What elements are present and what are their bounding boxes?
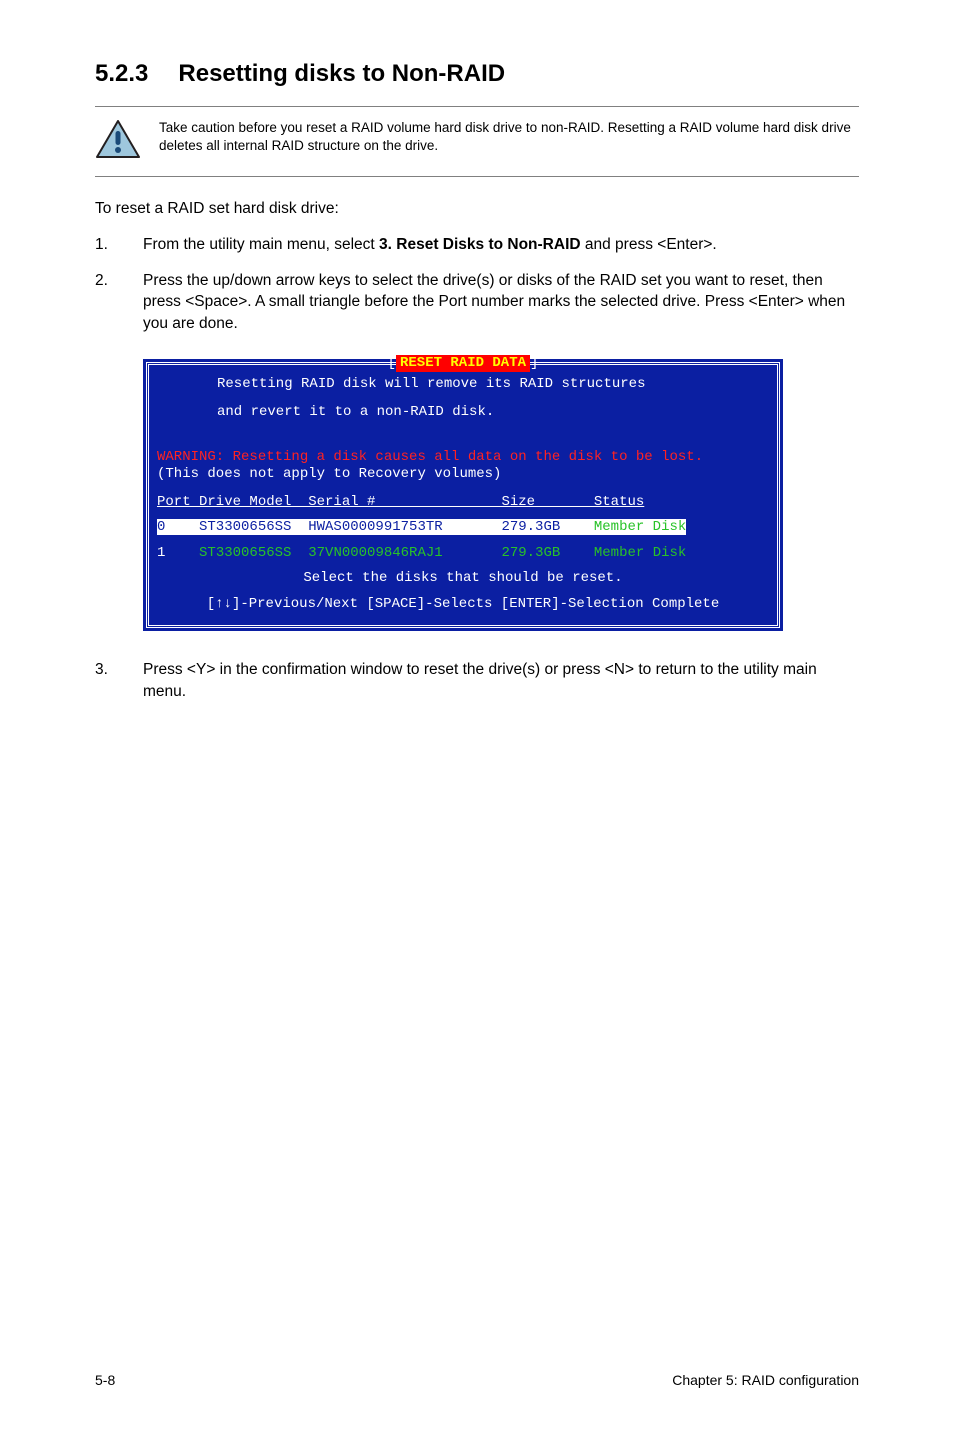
step-2: Press the up/down arrow keys to select t… — [95, 270, 859, 335]
heading-number: 5.2.3 — [95, 60, 148, 88]
terminal-msg2: and revert it to a non-RAID disk. — [217, 404, 769, 422]
caution-text: Take caution before you reset a RAID vol… — [159, 119, 859, 155]
terminal-select-msg: Select the disks that should be reset. — [157, 570, 769, 588]
terminal-screenshot: [ RESET RAID DATA ] Resetting RAID disk … — [143, 359, 783, 632]
terminal-table-header: Port Drive Model Serial # Size Status — [157, 494, 769, 512]
step-3: Press <Y> in the confirmation window to … — [95, 659, 859, 702]
terminal-inner: [ RESET RAID DATA ] Resetting RAID disk … — [146, 362, 780, 629]
warning-icon — [95, 119, 141, 164]
caution-block: Take caution before you reset a RAID vol… — [95, 106, 859, 177]
terminal-row-1: 1 ST3300656SS 37VN00009846RAJ1 279.3GB M… — [157, 545, 769, 563]
chapter-label: Chapter 5: RAID configuration — [672, 1372, 859, 1388]
terminal-warning: WARNING: Resetting a disk causes all dat… — [157, 449, 769, 467]
bracket-right: ] — [530, 355, 538, 371]
step-1: From the utility main menu, select 3. Re… — [95, 234, 859, 256]
heading-title: Resetting disks to Non-RAID — [178, 60, 505, 87]
page-number: 5-8 — [95, 1372, 115, 1388]
terminal-row-0: 0 ST3300656SS HWAS0000991753TR 279.3GB M… — [157, 519, 769, 537]
intro-text: To reset a RAID set hard disk drive: — [95, 199, 859, 220]
terminal-msg1: Resetting RAID disk will remove its RAID… — [217, 376, 769, 394]
section-heading: 5.2.3 Resetting disks to Non-RAID — [95, 60, 859, 88]
page-footer: 5-8 Chapter 5: RAID configuration — [95, 1372, 859, 1388]
terminal-title: RESET RAID DATA — [396, 355, 530, 373]
bracket-left: [ — [388, 355, 396, 371]
steps-list: From the utility main menu, select 3. Re… — [95, 234, 859, 335]
terminal-title-row: [ RESET RAID DATA ] — [157, 355, 769, 373]
steps-list-cont: Press <Y> in the confirmation window to … — [95, 659, 859, 702]
terminal-note: (This does not apply to Recovery volumes… — [157, 466, 769, 484]
terminal-nav: [↑↓]-Previous/Next [SPACE]-Selects [ENTE… — [157, 596, 769, 614]
